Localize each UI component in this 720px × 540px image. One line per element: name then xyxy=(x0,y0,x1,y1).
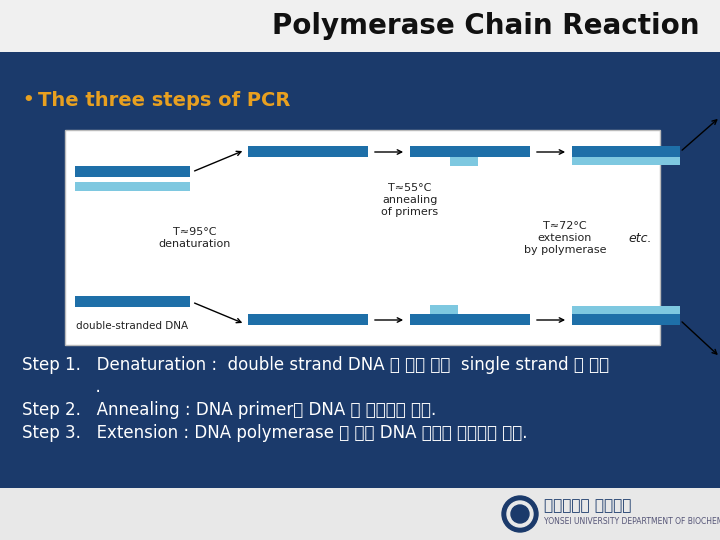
Text: etc.: etc. xyxy=(629,232,652,245)
Text: double-stranded DNA: double-stranded DNA xyxy=(76,321,189,331)
Bar xyxy=(430,305,458,314)
Polygon shape xyxy=(454,157,478,166)
Bar xyxy=(572,146,680,157)
Polygon shape xyxy=(434,305,458,314)
Text: Step 1.   Denaturation :  double strand DNA 를 열에 의해  single strand 로 분리: Step 1. Denaturation : double strand DNA… xyxy=(22,356,609,374)
Text: Polymerase Chain Reaction: Polymerase Chain Reaction xyxy=(272,12,700,40)
Text: 연세대학교 생화학과: 연세대학교 생화학과 xyxy=(544,498,631,514)
Text: •: • xyxy=(22,91,34,109)
Bar xyxy=(75,166,190,177)
Bar xyxy=(75,296,190,307)
Bar xyxy=(0,488,720,540)
Bar xyxy=(410,314,530,325)
Text: Step 3.   Extension : DNA polymerase 에 의해 DNA 합성이 일어나는 단계.: Step 3. Extension : DNA polymerase 에 의해 … xyxy=(22,424,528,442)
Text: Step 2.   Annealing : DNA primer가 DNA 에 결합하는 단계.: Step 2. Annealing : DNA primer가 DNA 에 결합… xyxy=(22,401,436,419)
Circle shape xyxy=(502,496,538,532)
Bar xyxy=(248,146,368,157)
Bar xyxy=(0,0,720,52)
Text: .: . xyxy=(22,378,101,396)
Bar xyxy=(410,146,530,157)
Bar xyxy=(75,182,190,191)
Bar xyxy=(65,130,660,345)
Bar xyxy=(450,157,478,166)
Circle shape xyxy=(511,505,529,523)
Bar xyxy=(572,306,680,314)
Bar xyxy=(572,314,680,325)
Bar xyxy=(0,52,720,60)
Text: T≈72°C
extension
by polymerase: T≈72°C extension by polymerase xyxy=(523,221,606,254)
Text: T≈55°C
annealing
of primers: T≈55°C annealing of primers xyxy=(382,184,438,217)
Bar xyxy=(572,157,680,165)
Text: YONSEI UNIVERSITY DEPARTMENT OF BIOCHEMISTRY: YONSEI UNIVERSITY DEPARTMENT OF BIOCHEMI… xyxy=(544,517,720,526)
Text: T≈95°C
denaturation: T≈95°C denaturation xyxy=(159,227,231,249)
Bar xyxy=(248,314,368,325)
Circle shape xyxy=(507,501,533,527)
Text: The three steps of PCR: The three steps of PCR xyxy=(38,91,290,110)
